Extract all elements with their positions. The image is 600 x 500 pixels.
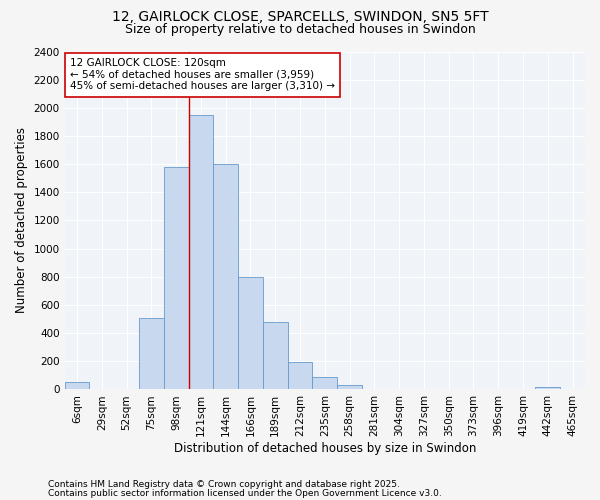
Bar xyxy=(139,318,164,390)
Bar xyxy=(337,384,362,390)
Bar xyxy=(65,382,89,390)
X-axis label: Distribution of detached houses by size in Swindon: Distribution of detached houses by size … xyxy=(173,442,476,455)
Bar xyxy=(188,115,214,390)
Bar xyxy=(214,164,238,390)
Bar xyxy=(313,377,337,390)
Text: Contains public sector information licensed under the Open Government Licence v3: Contains public sector information licen… xyxy=(48,489,442,498)
Bar xyxy=(287,362,313,390)
Text: Size of property relative to detached houses in Swindon: Size of property relative to detached ho… xyxy=(125,22,475,36)
Text: 12, GAIRLOCK CLOSE, SPARCELLS, SWINDON, SN5 5FT: 12, GAIRLOCK CLOSE, SPARCELLS, SWINDON, … xyxy=(112,10,488,24)
Text: Contains HM Land Registry data © Crown copyright and database right 2025.: Contains HM Land Registry data © Crown c… xyxy=(48,480,400,489)
Text: 12 GAIRLOCK CLOSE: 120sqm
← 54% of detached houses are smaller (3,959)
45% of se: 12 GAIRLOCK CLOSE: 120sqm ← 54% of detac… xyxy=(70,58,335,92)
Bar xyxy=(164,167,188,390)
Bar xyxy=(238,277,263,390)
Bar xyxy=(263,322,287,390)
Bar xyxy=(535,386,560,390)
Y-axis label: Number of detached properties: Number of detached properties xyxy=(15,128,28,314)
